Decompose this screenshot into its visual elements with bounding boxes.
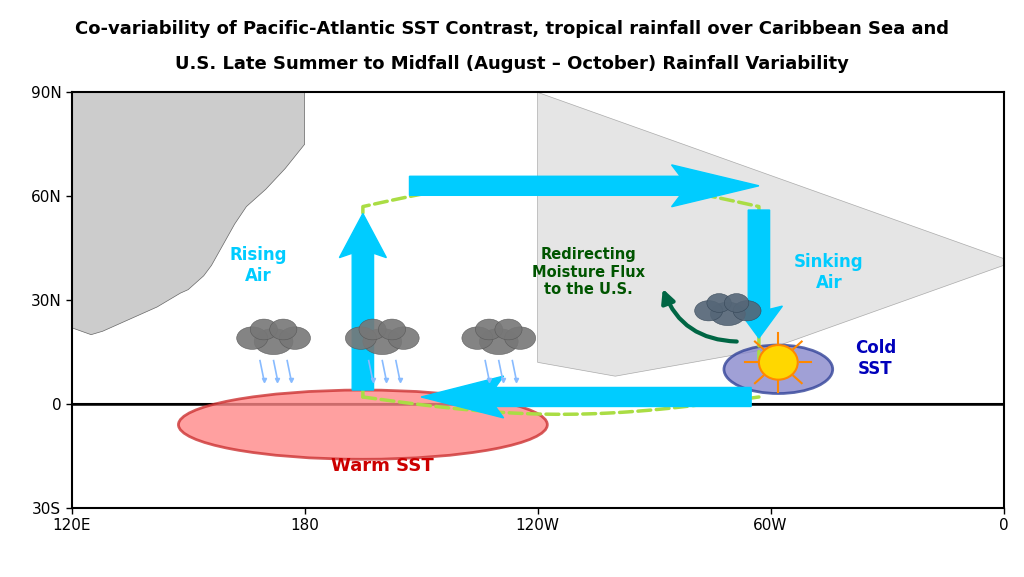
Ellipse shape xyxy=(269,319,297,340)
FancyArrow shape xyxy=(410,165,759,207)
Ellipse shape xyxy=(388,327,419,350)
Ellipse shape xyxy=(237,327,267,350)
Ellipse shape xyxy=(495,319,522,340)
FancyArrow shape xyxy=(339,213,386,390)
Ellipse shape xyxy=(694,301,723,321)
Text: Sinking
Air: Sinking Air xyxy=(794,253,863,292)
Ellipse shape xyxy=(724,294,749,312)
Ellipse shape xyxy=(345,327,377,350)
FancyArrow shape xyxy=(735,210,782,338)
Ellipse shape xyxy=(362,329,401,354)
Ellipse shape xyxy=(280,327,310,350)
FancyArrowPatch shape xyxy=(664,293,736,342)
Ellipse shape xyxy=(475,319,503,340)
Text: U.S. Late Summer to Midfall (August – October) Rainfall Variability: U.S. Late Summer to Midfall (August – Oc… xyxy=(175,55,849,73)
Text: Cold
SST: Cold SST xyxy=(855,339,896,379)
Ellipse shape xyxy=(707,294,731,312)
Ellipse shape xyxy=(178,390,547,459)
Text: Co-variability of Pacific-Atlantic SST Contrast, tropical rainfall over Caribbea: Co-variability of Pacific-Atlantic SST C… xyxy=(75,20,949,38)
Text: Warm SST: Warm SST xyxy=(331,457,434,475)
Ellipse shape xyxy=(379,319,406,340)
Circle shape xyxy=(759,345,798,380)
Ellipse shape xyxy=(733,301,761,321)
Polygon shape xyxy=(538,92,1004,376)
Ellipse shape xyxy=(254,329,293,354)
Text: Rising
Air: Rising Air xyxy=(229,246,287,285)
Ellipse shape xyxy=(462,327,493,350)
Ellipse shape xyxy=(250,319,278,340)
Ellipse shape xyxy=(479,329,518,354)
Ellipse shape xyxy=(724,345,833,394)
Ellipse shape xyxy=(711,302,745,325)
Ellipse shape xyxy=(359,319,386,340)
Text: Redirecting
Moisture Flux
to the U.S.: Redirecting Moisture Flux to the U.S. xyxy=(531,248,644,297)
Ellipse shape xyxy=(505,327,536,350)
Polygon shape xyxy=(72,92,304,335)
FancyArrow shape xyxy=(421,376,752,418)
